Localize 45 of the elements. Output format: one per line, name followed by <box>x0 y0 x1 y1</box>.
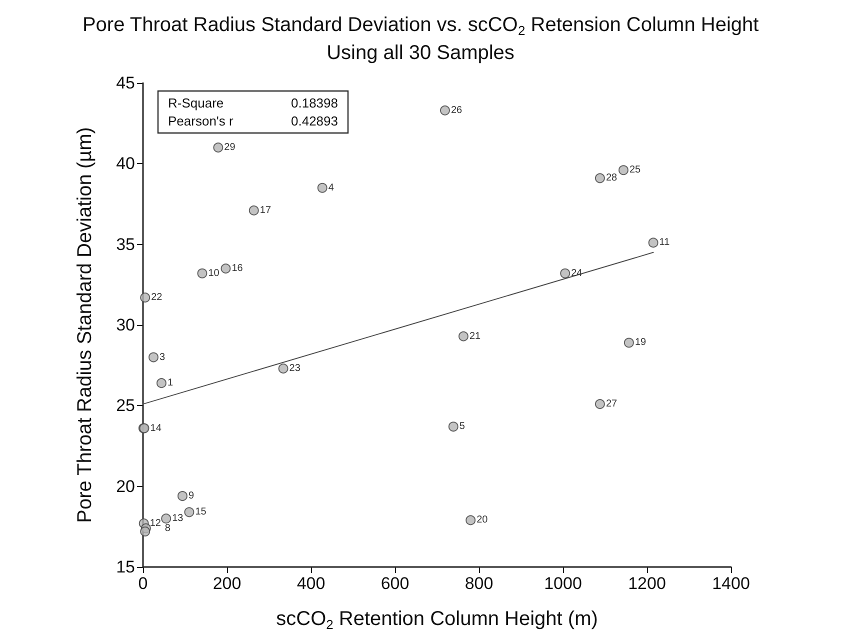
annotation: 17 <box>260 204 272 216</box>
annotation: 0.42893 <box>291 114 338 128</box>
annotation: 23 <box>289 363 301 374</box>
y-tick-label: 15 <box>116 558 135 576</box>
x-tick-label: 0 <box>138 574 148 593</box>
x-tick-label: 1400 <box>712 574 750 593</box>
y-axis-title: Pore Throat Radius Standard Deviation (µm) <box>74 127 96 523</box>
annotation: 22 <box>151 292 163 304</box>
y-tick-label: 30 <box>116 316 135 334</box>
x-tick-label: 200 <box>212 574 242 593</box>
annotation: 11 <box>659 237 670 248</box>
annotation: 5 <box>459 421 466 432</box>
annotation: 28 <box>606 172 618 184</box>
annotation: 4 <box>328 182 334 194</box>
annotation: Pearson's r <box>168 114 234 128</box>
y-tick-label: 45 <box>116 74 135 92</box>
annotation: 10 <box>208 268 220 279</box>
annotation: 16 <box>232 263 244 274</box>
annotation: 9 <box>188 490 194 502</box>
x-tick-label: 800 <box>464 574 494 593</box>
annotation: 14 <box>150 422 162 434</box>
y-tick-label: 25 <box>116 396 135 416</box>
x-tick-label: 400 <box>296 574 326 593</box>
chart-subtitle: Using all 30 Samples <box>326 42 514 64</box>
annotation: 1 <box>167 378 174 389</box>
annotation: 19 <box>634 337 646 348</box>
annotation: 20 <box>476 514 488 526</box>
annotation: 15 <box>195 506 207 518</box>
y-tick-label: 20 <box>116 476 135 496</box>
annotation: 12 <box>150 518 162 529</box>
annotation: 21 <box>469 330 482 342</box>
annotation: 26 <box>450 104 463 116</box>
y-tick-label: 40 <box>116 154 135 174</box>
annotation: 29 <box>224 142 236 154</box>
annotation: 13 <box>172 513 184 524</box>
annotation: 0.18398 <box>291 96 338 110</box>
x-tick-label: 1200 <box>628 574 666 593</box>
annotation: 27 <box>606 398 618 410</box>
annotation: 8 <box>164 522 171 534</box>
annotation: R-Square <box>168 96 224 110</box>
annotation: 3 <box>160 352 166 363</box>
x-tick-label: 600 <box>380 574 410 593</box>
x-tick-label: 1000 <box>544 574 582 593</box>
annotation: 25 <box>629 164 642 176</box>
y-tick-label: 35 <box>116 234 135 254</box>
